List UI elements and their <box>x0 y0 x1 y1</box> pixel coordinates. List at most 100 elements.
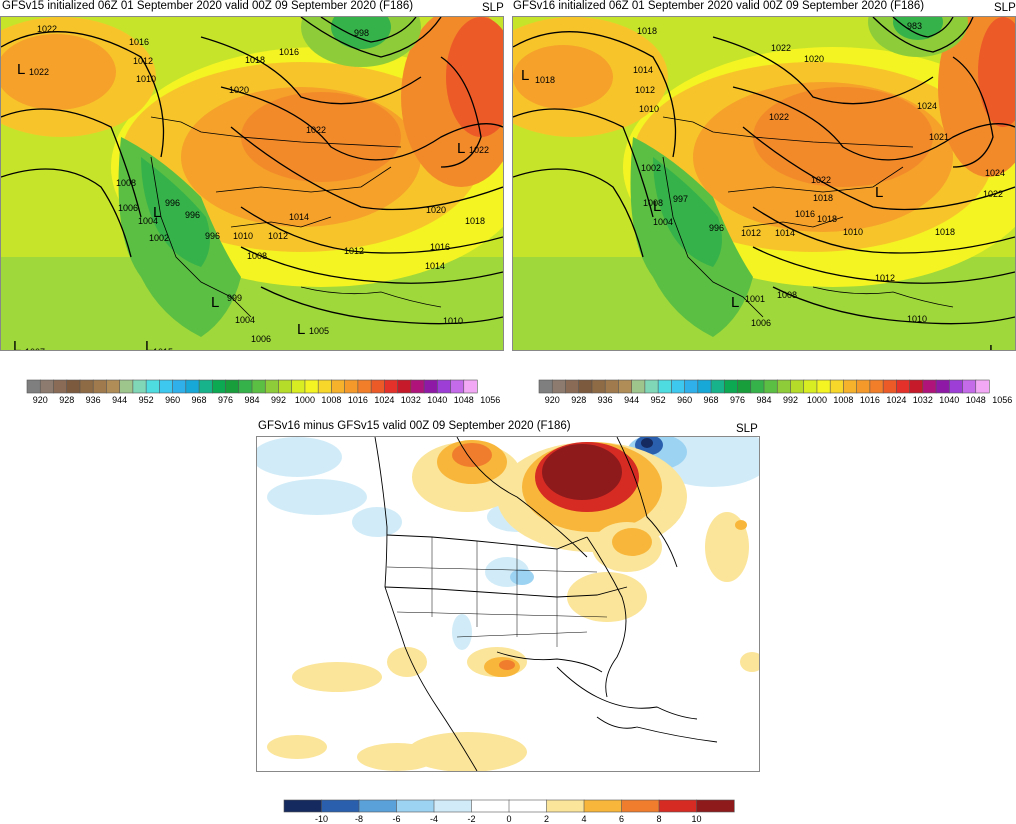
slp-colorbar-tick-label: 960 <box>677 395 692 405</box>
low-pressure-marker: L <box>17 61 25 78</box>
slp-colorbar-swatch <box>53 379 68 394</box>
contour-label: 1020 <box>426 205 446 215</box>
contour-label: 1020 <box>804 54 824 64</box>
contour-label: 1018 <box>813 193 833 203</box>
slp-colorbar-swatch <box>604 379 620 394</box>
slp-colorbar-swatch <box>803 379 818 394</box>
slp-colorbar-swatch <box>538 379 553 394</box>
contour-label: 1004 <box>653 217 673 227</box>
contour-label: 1010 <box>639 104 659 114</box>
contour-label: 1012 <box>133 56 153 66</box>
contour-label: 1022 <box>769 112 789 122</box>
slp-colorbar-tick-label: 984 <box>244 395 259 405</box>
contour-label: 1008 <box>116 178 136 188</box>
slp-colorbar-tick-label: 976 <box>730 395 745 405</box>
slp-colorbar-swatch <box>370 379 385 394</box>
diff-colorbar-tick-label: -10 <box>315 814 328 824</box>
diff-colorbar-swatch <box>321 799 360 813</box>
slp-colorbar-right: 920 928 936 944 952 960 968 976 984 992 1000 1008 10… <box>538 379 1012 406</box>
slp-colorbar-tick-label: 928 <box>571 395 586 405</box>
slp-colorbar-swatch <box>856 379 871 394</box>
slp-colorbar-swatch <box>975 379 990 394</box>
diff-colorbar-swatch <box>396 799 435 813</box>
slp-colorbar-tick-label: 968 <box>704 395 719 405</box>
slp-colorbar-tick-label: 952 <box>651 395 666 405</box>
low-pressure-marker: L <box>875 184 883 201</box>
slp-colorbar-tick-label: 1016 <box>348 395 368 405</box>
slp-colorbar-tick-label: 960 <box>165 395 180 405</box>
contour-label: 996 <box>185 210 200 220</box>
slp-colorbar-tick-label: 1024 <box>886 395 906 405</box>
slp-colorbar-tick-label: 1024 <box>374 395 394 405</box>
diff-colorbar-swatch <box>621 799 660 813</box>
slp-colorbar-swatch <box>896 379 911 394</box>
slp-colorbar-swatch <box>697 379 712 394</box>
diff-colorbar-swatch <box>471 799 510 813</box>
slp-colorbar-swatch <box>436 379 452 394</box>
slp-colorbar-swatch <box>723 379 739 394</box>
contour-label: 1015 <box>153 347 173 350</box>
diff-colorbar-tick-label: -8 <box>355 814 363 824</box>
slp-colorbar-swatch <box>962 379 977 394</box>
diff-colorbar-tick-label: 6 <box>619 814 624 824</box>
slp-colorbar-swatch <box>935 379 950 394</box>
diff-colorbar-tick-label: -2 <box>467 814 475 824</box>
diff-colorbar-tick-label: 8 <box>656 814 661 824</box>
contour-label: 1022 <box>37 24 57 34</box>
slp-colorbar-swatch <box>463 379 478 394</box>
slp-colorbar-swatch <box>317 379 333 394</box>
contour-label: 1012 <box>635 85 655 95</box>
contour-label: 1002 <box>149 233 169 243</box>
slp-colorbar-swatch <box>710 379 725 394</box>
contour-label: 1022 <box>811 175 831 185</box>
contour-label: 1008 <box>777 290 797 300</box>
slp-colorbar-swatch <box>423 379 438 394</box>
slp-colorbar-swatch <box>66 379 81 394</box>
slp-colorbar-tick-label: 1000 <box>295 395 315 405</box>
slp-colorbar-swatch <box>185 379 200 394</box>
slp-colorbar-swatch <box>671 379 686 394</box>
slp-colorbar-swatch <box>922 379 937 394</box>
slp-colorbar-tick-label: 1000 <box>807 395 827 405</box>
contour-label: 1005 <box>309 326 329 336</box>
map-gfsv15-slp: 1022 1022 1016 1012 1010 1020 1016 1018 … <box>0 16 504 351</box>
slp-colorbar-tick-label: 944 <box>624 395 639 405</box>
diff-panel-title: GFSv16 minus GFSv15 valid 00Z 09 Septemb… <box>258 420 571 432</box>
contour-label: 1016 <box>430 242 450 252</box>
contour-label: 996 <box>205 231 220 241</box>
contour-label: 996 <box>165 198 180 208</box>
contour-label: 1010 <box>136 74 156 84</box>
contour-label: 1004 <box>138 216 158 226</box>
contour-label: 1018 <box>935 227 955 237</box>
contour-label: 1002 <box>641 163 661 173</box>
contour-label: 997 <box>673 194 688 204</box>
slp-colorbar-swatch <box>384 379 399 394</box>
diff-colorbar-swatch <box>358 799 398 813</box>
panel-variable-gfsv15: SLP <box>482 2 504 14</box>
contour-label: 1016 <box>795 209 815 219</box>
contour-label: 1022 <box>771 43 791 53</box>
slp-colorbar-tick-label: 1056 <box>992 395 1012 405</box>
contour-label: 1016 <box>279 47 299 57</box>
contour-label: 1012 <box>875 273 895 283</box>
slp-colorbar-tick-label: 952 <box>139 395 154 405</box>
slp-colorbar-swatch <box>264 379 280 394</box>
slp-colorbar-swatch <box>551 379 567 394</box>
diff-colorbar-tick-label: 0 <box>506 814 511 824</box>
slp-colorbar-swatch <box>278 379 293 394</box>
map-slp-difference <box>256 436 760 772</box>
low-pressure-marker: L <box>521 67 529 84</box>
slp-colorbar-tick-label: 992 <box>783 395 798 405</box>
slp-colorbar-swatch <box>26 379 41 394</box>
slp-colorbar-swatch <box>816 379 831 394</box>
contour-label: 1018 <box>817 214 837 224</box>
slp-colorbar-tick-label: 984 <box>756 395 771 405</box>
slp-colorbar-swatch <box>829 379 845 394</box>
contour-label: 1012 <box>268 231 288 241</box>
slp-colorbar-tick-label: 976 <box>218 395 233 405</box>
slp-colorbar-tick-label: 1040 <box>427 395 447 405</box>
slp-colorbar-swatch <box>869 379 884 394</box>
contour-label: 1006 <box>251 334 271 344</box>
slp-colorbar-swatch <box>450 379 465 394</box>
slp-colorbar-swatch <box>159 379 174 394</box>
